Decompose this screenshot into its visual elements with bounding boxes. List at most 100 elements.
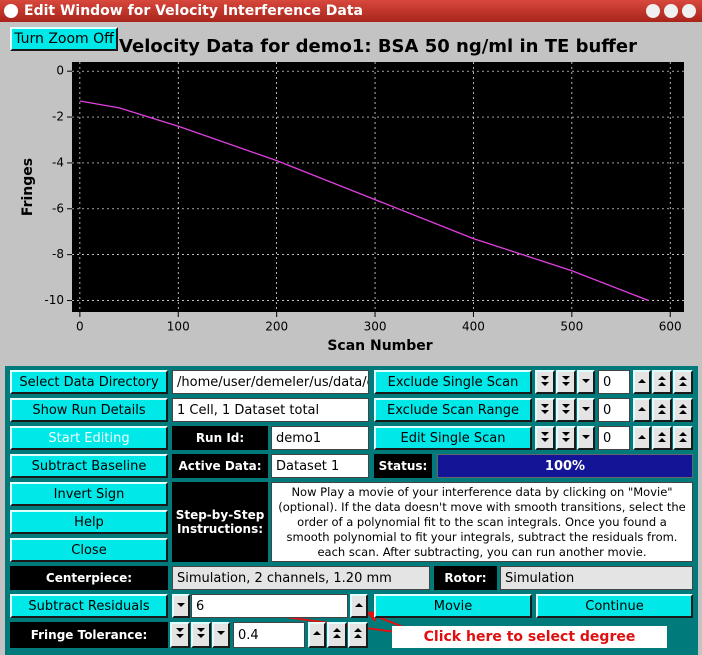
arrow-glyph	[679, 382, 687, 386]
start-editing-button[interactable]: Start Editing	[10, 426, 168, 450]
degree-down[interactable]	[172, 594, 190, 618]
spin-value: 0	[598, 370, 630, 394]
arrow-glyph	[562, 432, 570, 436]
arrow-icon	[679, 404, 687, 414]
movie-button[interactable]: Movie	[374, 594, 532, 618]
zoom-button[interactable]: Turn Zoom Off	[10, 27, 118, 51]
arrow-glyph	[313, 631, 321, 635]
arrow-glyph	[658, 382, 666, 386]
tol-up[interactable]	[308, 622, 326, 648]
spin-down-medium[interactable]	[556, 426, 576, 450]
arrow-icon	[541, 404, 549, 414]
spin-up-medium[interactable]	[652, 426, 672, 450]
arrow-glyph	[541, 382, 549, 386]
arrow-glyph	[658, 404, 666, 408]
rotor-label: Rotor:	[434, 566, 497, 590]
spin-down-fast[interactable]	[535, 398, 555, 422]
tol-up-fast[interactable]	[348, 622, 368, 648]
arrow-icon	[582, 379, 590, 383]
arrow-icon	[354, 628, 362, 638]
arrow-icon	[582, 435, 590, 439]
continue-button[interactable]: Continue	[536, 594, 693, 618]
subtract-residuals-button[interactable]: Subtract Residuals	[10, 594, 168, 618]
spin-up[interactable]	[633, 398, 651, 422]
show-run-details-button[interactable]: Show Run Details	[10, 398, 168, 422]
arrow-icon	[658, 404, 666, 414]
arrow-glyph	[197, 628, 205, 632]
arrow-icon	[582, 407, 590, 411]
arrow-glyph	[562, 404, 570, 408]
spin-up-fast[interactable]	[673, 426, 693, 450]
spin-down[interactable]	[577, 398, 595, 422]
directory-field: /home/user/demeler/us/data/c	[172, 370, 369, 394]
arrow-glyph	[679, 438, 687, 442]
spin-up[interactable]	[633, 370, 651, 394]
y-tick-label: -6	[52, 201, 64, 215]
arrow-glyph	[217, 631, 225, 635]
subtract-baseline-button[interactable]: Subtract Baseline	[10, 454, 168, 478]
invert-sign-button[interactable]: Invert Sign	[10, 482, 168, 506]
window-title: Edit Window for Velocity Interference Da…	[24, 3, 363, 19]
x-tick-label: 600	[659, 320, 682, 334]
close-button[interactable]: Close	[10, 538, 168, 562]
maximize-button[interactable]	[664, 4, 678, 18]
degree-up[interactable]	[350, 594, 368, 618]
annotation-box: Click here to select degree	[392, 626, 667, 648]
tol-down[interactable]	[212, 622, 230, 648]
minimize-button[interactable]	[646, 4, 660, 18]
arrow-glyph	[658, 410, 666, 414]
y-tick-label: -2	[52, 110, 64, 124]
window-icon[interactable]	[4, 4, 18, 18]
spin-up-medium[interactable]	[652, 370, 672, 394]
arrow-glyph	[354, 634, 362, 638]
tol-up-medium[interactable]	[327, 622, 347, 648]
spin-value: 0	[598, 398, 630, 422]
spin-up-medium[interactable]	[652, 398, 672, 422]
arrow-glyph	[582, 379, 590, 383]
spin-down-medium[interactable]	[556, 398, 576, 422]
spin-down[interactable]	[577, 370, 595, 394]
select-directory-button[interactable]: Select Data Directory	[10, 370, 168, 394]
status-progress: 100%	[437, 454, 693, 478]
exclude-single-scan-button[interactable]: Exclude Single Scan	[374, 370, 532, 394]
arrow-glyph	[679, 376, 687, 380]
spin-down-fast[interactable]	[535, 370, 555, 394]
rotor-dropdown[interactable]: Simulation	[500, 566, 693, 590]
y-tick-label: -10	[44, 293, 64, 307]
exclude-scan-range-button[interactable]: Exclude Scan Range	[374, 398, 532, 422]
spin-up[interactable]	[633, 426, 651, 450]
arrow-icon	[355, 603, 363, 607]
degree-field: 6	[191, 594, 348, 618]
centerpiece-label: Centerpiece:	[10, 566, 168, 590]
close-window-button[interactable]	[682, 4, 696, 18]
y-tick-label: -8	[52, 247, 64, 261]
arrow-glyph	[562, 376, 570, 380]
arrow-glyph	[679, 410, 687, 414]
arrow-glyph	[541, 376, 549, 380]
tol-down-fast[interactable]	[170, 622, 190, 648]
centerpiece-dropdown[interactable]: Simulation, 2 channels, 1.20 mm	[172, 566, 430, 590]
spin-up-fast[interactable]	[673, 370, 693, 394]
arrow-glyph	[541, 410, 549, 414]
arrow-glyph	[176, 628, 184, 632]
arrow-glyph	[541, 438, 549, 442]
instructions-text: Now Play a movie of your interference da…	[271, 482, 693, 562]
arrow-glyph	[679, 404, 687, 408]
y-tick-label: 0	[56, 64, 64, 78]
chart: Velocity Data for demo1: BSA 50 ng/ml in…	[20, 36, 684, 354]
plot-area	[72, 62, 684, 312]
spin-down-medium[interactable]	[556, 370, 576, 394]
spin-down[interactable]	[577, 426, 595, 450]
fringe-tolerance-field: 0.4	[233, 622, 305, 648]
edit-single-scan-button[interactable]: Edit Single Scan	[374, 426, 532, 450]
arrow-glyph	[638, 407, 646, 411]
arrow-icon	[679, 376, 687, 386]
arrow-glyph	[333, 628, 341, 632]
spin-up-fast[interactable]	[673, 398, 693, 422]
arrow-glyph	[638, 435, 646, 439]
help-button[interactable]: Help	[10, 510, 168, 534]
tol-down-medium[interactable]	[191, 622, 211, 648]
x-tick-label: 500	[560, 320, 583, 334]
arrow-glyph	[562, 438, 570, 442]
spin-down-fast[interactable]	[535, 426, 555, 450]
